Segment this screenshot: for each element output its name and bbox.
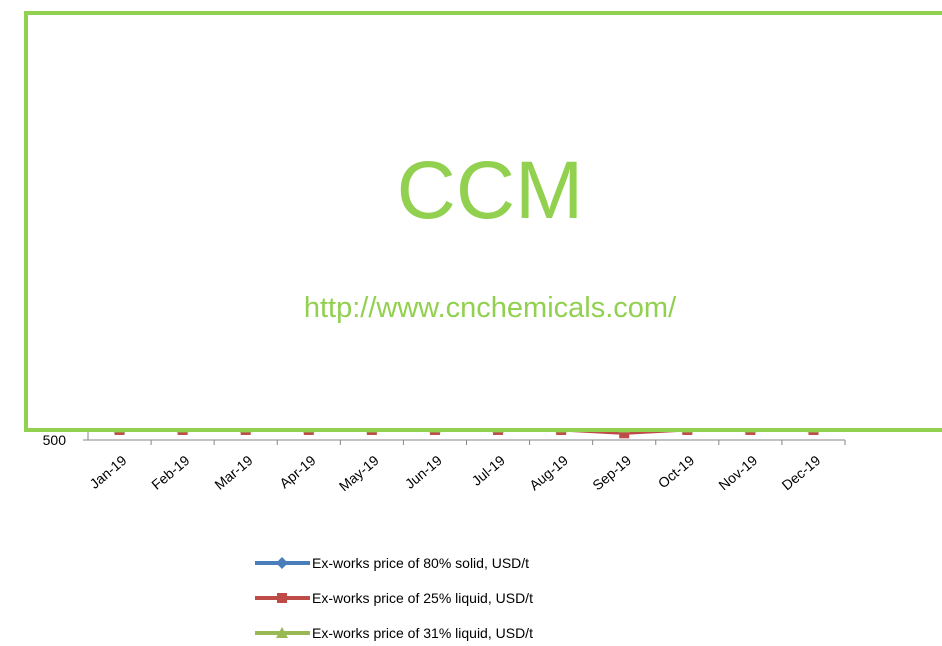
marker bbox=[276, 627, 288, 638]
legend-label: Ex-works price of 25% liquid, USD/t bbox=[312, 590, 533, 606]
x-tick-label: Sep-19 bbox=[589, 452, 634, 493]
x-tick-label: Aug-19 bbox=[526, 452, 571, 493]
marker bbox=[619, 428, 630, 439]
watermark-url: http://www.cnchemicals.com/ bbox=[304, 292, 677, 324]
legend-label: Ex-works price of 31% liquid, USD/t bbox=[312, 625, 533, 641]
y-tick-label: 500 bbox=[43, 432, 67, 448]
x-tick-label: Jan-19 bbox=[86, 452, 129, 492]
x-tick-label: May-19 bbox=[336, 452, 382, 494]
x-tick-label: Dec-19 bbox=[779, 452, 824, 493]
x-tick-label: Apr-19 bbox=[276, 452, 319, 491]
watermark-box bbox=[24, 11, 942, 432]
legend-label: Ex-works price of 80% solid, USD/t bbox=[312, 555, 529, 571]
marker bbox=[276, 557, 288, 569]
x-tick-label: Oct-19 bbox=[655, 452, 698, 491]
marker bbox=[277, 593, 287, 603]
legend: Ex-works price of 80% solid, USD/t Ex-wor… bbox=[255, 555, 533, 641]
x-tick-label: Jun-19 bbox=[402, 452, 445, 492]
x-tick-label: Jul-19 bbox=[468, 452, 508, 489]
x-tick-label: Nov-19 bbox=[715, 452, 760, 493]
x-tick-label: Feb-19 bbox=[148, 452, 192, 493]
watermark-title: CCM bbox=[397, 145, 584, 236]
watermark: CCM http://www.cnchemicals.com/ bbox=[24, 11, 942, 432]
x-tick-label: Mar-19 bbox=[211, 452, 255, 493]
